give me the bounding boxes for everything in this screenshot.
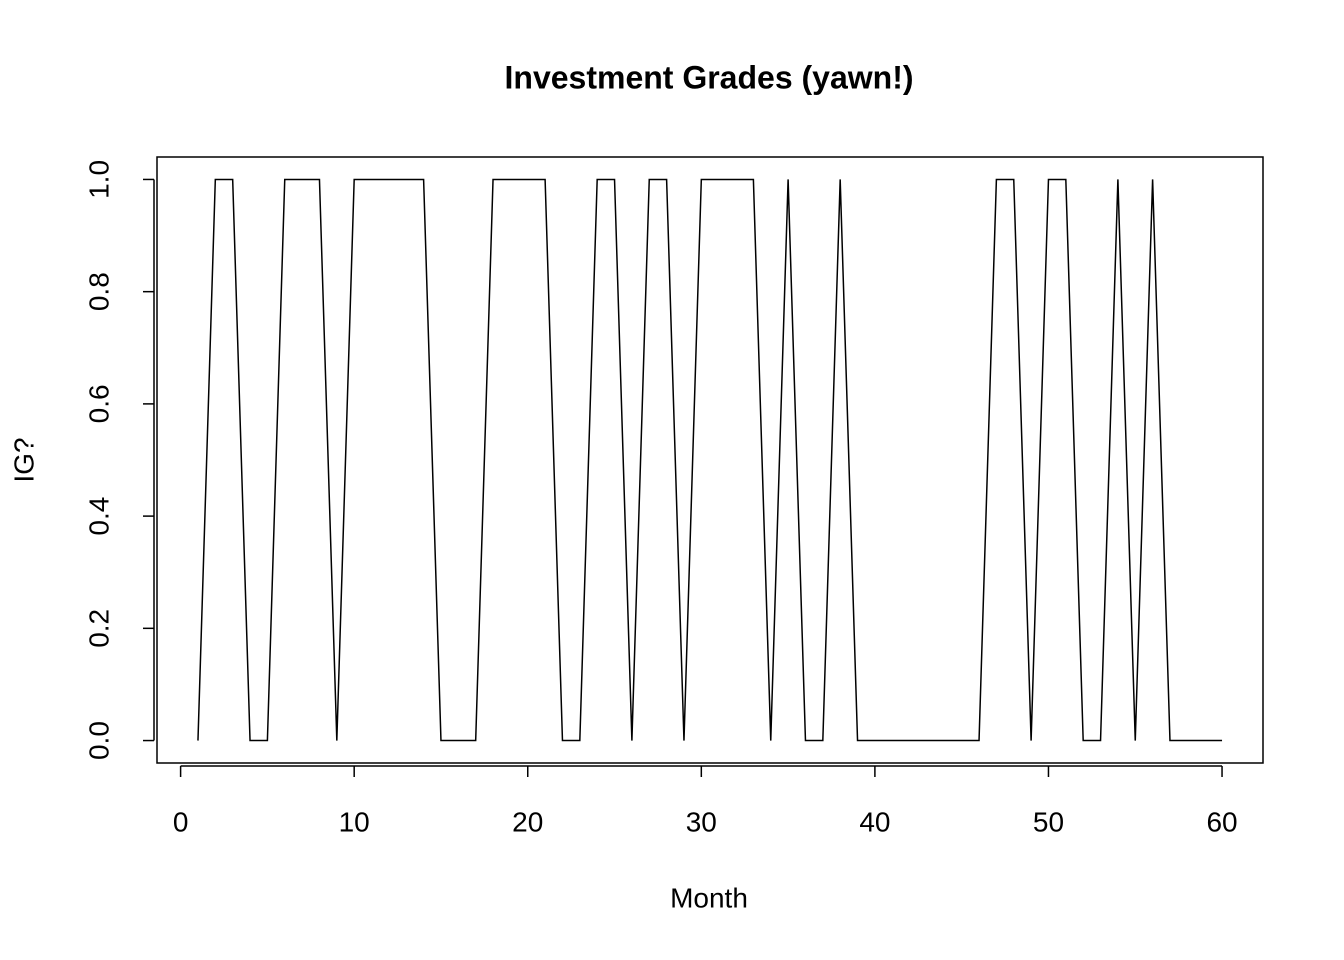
y-axis-label: IG? [8,437,39,482]
y-tick-label: 0.0 [83,721,114,760]
x-tick-label: 0 [173,806,189,837]
chart-title: Investment Grades (yawn!) [505,59,914,95]
x-tick-label: 10 [339,806,370,837]
y-tick-label: 0.2 [83,609,114,648]
y-tick-label: 0.6 [83,384,114,423]
data-line [197,178,1223,742]
x-tick-label: 30 [686,806,717,837]
x-tick-label: 60 [1206,806,1237,837]
y-tick-label: 0.8 [83,272,114,311]
y-tick-label: 0.4 [83,497,114,536]
x-tick-label: 50 [1033,806,1064,837]
x-axis-label: Month [670,882,748,913]
y-tick-label: 1.0 [83,160,114,199]
x-tick-label: 40 [859,806,890,837]
plot-frame [156,156,1264,764]
x-tick-label: 20 [512,806,543,837]
